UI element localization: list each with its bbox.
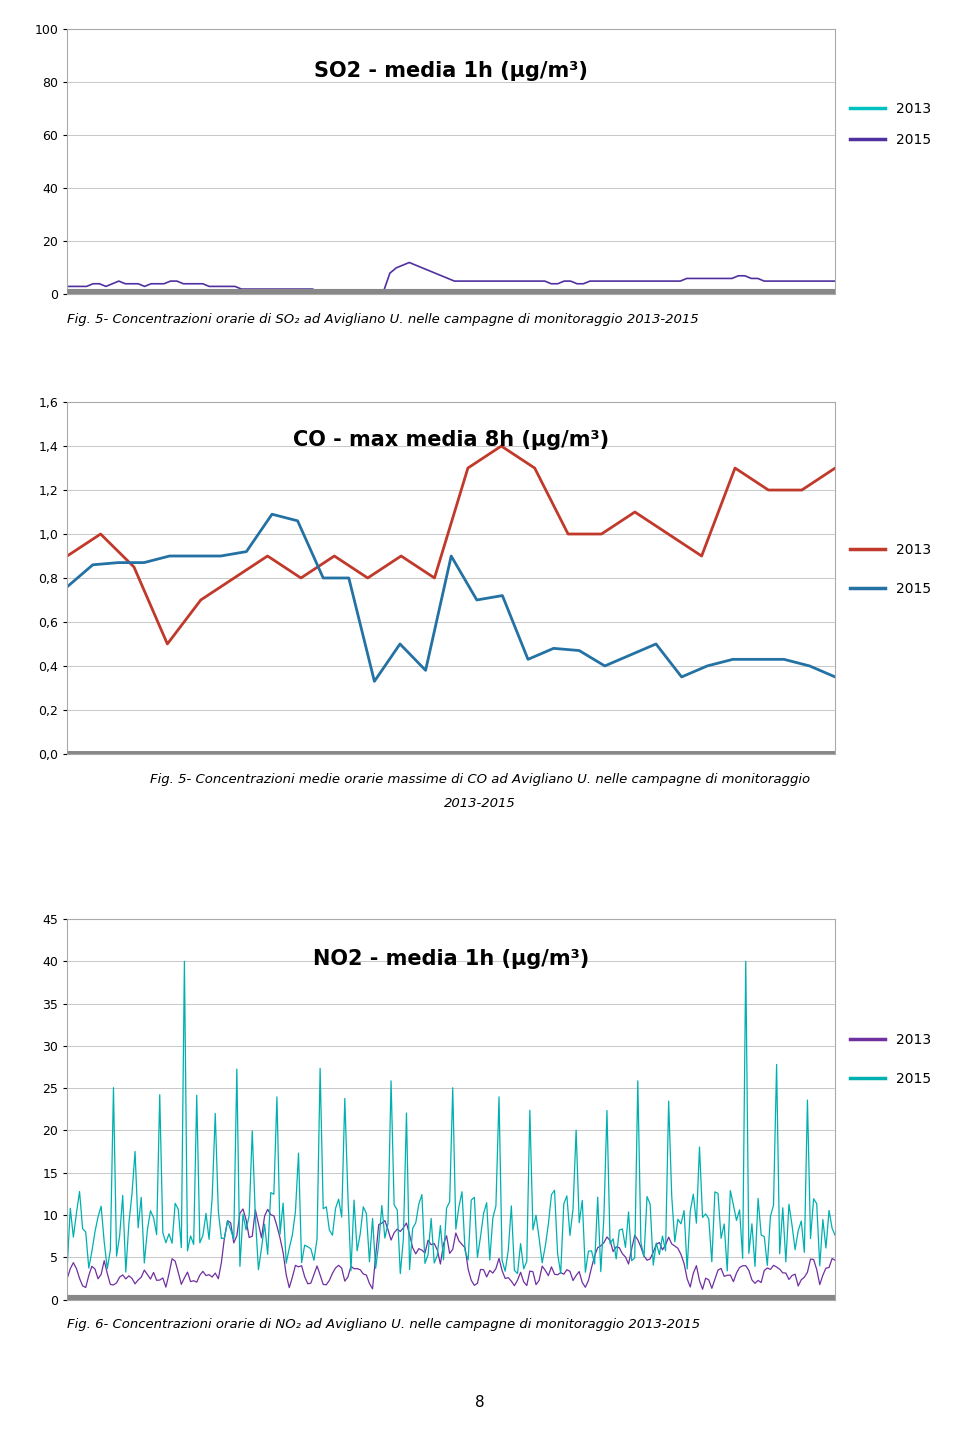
Text: Fig. 5- Concentrazioni orarie di SO₂ ad Avigliano U. nelle campagne di monitorag: Fig. 5- Concentrazioni orarie di SO₂ ad … — [67, 313, 699, 326]
Legend: 2013, 2015: 2013, 2015 — [850, 102, 931, 146]
Text: SO2 - media 1h (μg/m³): SO2 - media 1h (μg/m³) — [314, 60, 588, 80]
Legend: 2013, 2015: 2013, 2015 — [850, 543, 931, 596]
Text: NO2 - media 1h (μg/m³): NO2 - media 1h (μg/m³) — [313, 949, 589, 969]
Text: 8: 8 — [475, 1396, 485, 1410]
Text: Fig. 5- Concentrazioni medie orarie massime di CO ad Avigliano U. nelle campagne: Fig. 5- Concentrazioni medie orarie mass… — [150, 773, 810, 785]
Text: CO - max media 8h (μg/m³): CO - max media 8h (μg/m³) — [293, 431, 610, 451]
Legend: 2013, 2015: 2013, 2015 — [850, 1032, 931, 1086]
Text: Fig. 6- Concentrazioni orarie di NO₂ ad Avigliano U. nelle campagne di monitorag: Fig. 6- Concentrazioni orarie di NO₂ ad … — [67, 1318, 701, 1331]
Text: 2013-2015: 2013-2015 — [444, 797, 516, 810]
